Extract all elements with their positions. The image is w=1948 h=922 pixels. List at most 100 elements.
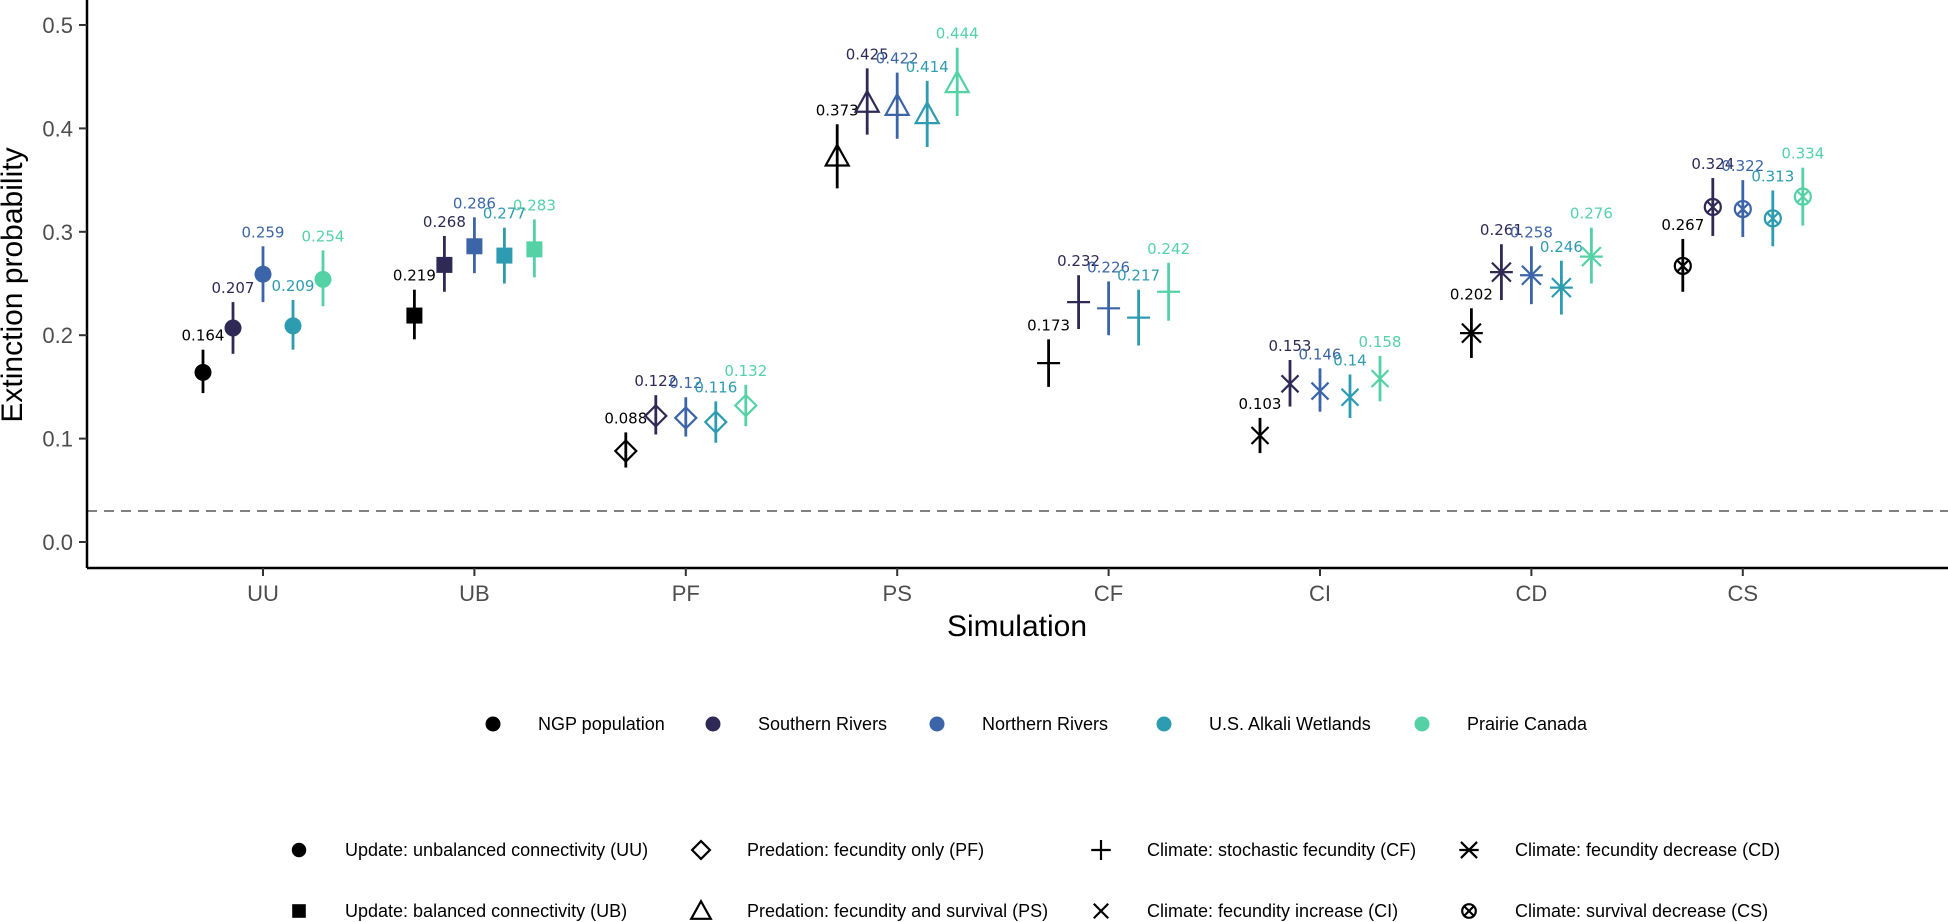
data-point xyxy=(1673,256,1692,276)
data-point xyxy=(496,247,513,264)
legend-key xyxy=(705,716,721,732)
legend-shape xyxy=(1459,841,1479,859)
data-point xyxy=(1580,246,1603,267)
data-label: 0.267 xyxy=(1661,216,1704,234)
legend-shape xyxy=(292,904,306,918)
data-label: 0.226 xyxy=(1087,258,1130,276)
legend-key xyxy=(485,716,501,732)
legend-label: Climate: stochastic fecundity (CF) xyxy=(1147,840,1416,860)
data-point xyxy=(1490,261,1513,283)
data-label: 0.132 xyxy=(724,362,767,380)
y-tick-label: 0.1 xyxy=(42,427,73,452)
data-label: 0.261 xyxy=(1480,221,1523,239)
data-label: 0.173 xyxy=(1027,316,1070,334)
legend-label: U.S. Alkali Wetlands xyxy=(1209,714,1371,734)
data-point xyxy=(314,270,332,288)
data-point xyxy=(913,100,941,125)
data-label: 0.268 xyxy=(423,213,466,231)
data-label: 0.322 xyxy=(1721,157,1764,175)
data-point xyxy=(1733,199,1752,219)
legend-label: Update: balanced connectivity (UB) xyxy=(345,901,627,921)
data-point xyxy=(1520,264,1543,286)
data-label: 0.277 xyxy=(483,205,526,223)
data-label: 0.246 xyxy=(1540,238,1583,256)
legend-shape xyxy=(690,839,712,861)
data-point xyxy=(673,405,698,430)
data-point xyxy=(1550,277,1573,298)
legend-shape xyxy=(689,898,713,920)
data-label: 0.164 xyxy=(182,327,225,345)
data-label: 0.422 xyxy=(876,50,919,68)
data-label: 0.283 xyxy=(513,196,556,214)
data-label: 0.276 xyxy=(1570,205,1613,223)
legend-shape xyxy=(1461,903,1477,919)
data-label: 0.414 xyxy=(906,58,949,76)
legend-key xyxy=(1156,716,1172,732)
data-label: 0.116 xyxy=(694,378,737,396)
y-tick-label: 0.0 xyxy=(42,530,73,555)
x-tick-label: PS xyxy=(883,581,912,606)
y-tick-label: 0.3 xyxy=(42,220,73,245)
data-label: 0.207 xyxy=(212,279,255,297)
y-tick-label: 0.4 xyxy=(42,116,73,141)
data-label: 0.254 xyxy=(302,227,345,245)
data-point xyxy=(943,69,971,94)
data-label: 0.334 xyxy=(1781,145,1824,163)
legend-label: Climate: fecundity increase (CI) xyxy=(1147,901,1398,921)
y-tick-label: 0.5 xyxy=(42,13,73,38)
data-point xyxy=(643,403,668,428)
data-label: 0.313 xyxy=(1751,167,1794,185)
legend-key xyxy=(929,716,945,732)
x-tick-label: UU xyxy=(247,581,279,606)
data-point xyxy=(194,363,212,381)
legend-label: Predation: fecundity only (PF) xyxy=(747,840,984,860)
data-point xyxy=(613,438,638,464)
legend-label: Predation: fecundity and survival (PS) xyxy=(747,901,1048,921)
y-tick-label: 0.2 xyxy=(42,323,73,348)
data-label: 0.286 xyxy=(453,194,496,212)
data-label: 0.219 xyxy=(393,267,436,285)
data-label: 0.232 xyxy=(1057,252,1100,270)
data-label: 0.146 xyxy=(1299,345,1342,363)
data-point xyxy=(1370,369,1390,388)
legend-shape xyxy=(1092,902,1110,920)
data-point xyxy=(733,393,758,418)
data-point xyxy=(526,241,543,258)
legend-label: Prairie Canada xyxy=(1467,714,1588,734)
data-label: 0.14 xyxy=(1333,351,1366,369)
data-point xyxy=(1703,197,1722,217)
data-label: 0.153 xyxy=(1269,337,1312,355)
legend-label: NGP population xyxy=(538,714,665,734)
x-tick-label: PF xyxy=(672,581,700,606)
data-point xyxy=(883,91,911,116)
x-tick-label: CI xyxy=(1309,581,1331,606)
legend-key xyxy=(1414,716,1430,732)
data-label: 0.425 xyxy=(846,45,889,63)
data-point xyxy=(224,319,242,337)
legend: NGP population Southern Rivers Northern Ri… xyxy=(291,714,1780,921)
data-marks: 0.164 0.207 0.259 0.209 0.254 0.219 0.2680.286… xyxy=(182,25,1824,468)
axes: Extinction probability Simulation 0.0 0.1… xyxy=(0,0,1948,643)
data-point xyxy=(406,307,423,324)
data-label: 0.373 xyxy=(816,101,859,119)
data-point xyxy=(466,238,483,255)
x-tick-label: UB xyxy=(459,581,490,606)
data-point xyxy=(823,142,851,167)
x-axis-title: Simulation xyxy=(947,610,1087,643)
y-axis-title: Extinction probability xyxy=(0,147,29,422)
data-point xyxy=(254,265,272,283)
data-label: 0.324 xyxy=(1691,155,1734,173)
x-tick-label: CS xyxy=(1728,581,1759,606)
data-label: 0.444 xyxy=(936,25,979,43)
data-label: 0.242 xyxy=(1147,240,1190,258)
data-point xyxy=(1793,187,1812,206)
legend-label: Update: unbalanced connectivity (UU) xyxy=(345,840,648,860)
data-label: 0.088 xyxy=(604,409,647,427)
data-point xyxy=(703,410,728,435)
data-label: 0.202 xyxy=(1450,285,1493,303)
legend-label: Climate: fecundity decrease (CD) xyxy=(1515,840,1780,860)
data-label: 0.259 xyxy=(242,223,285,241)
data-point xyxy=(436,256,453,273)
data-label: 0.209 xyxy=(272,277,315,295)
data-point xyxy=(1310,381,1330,401)
